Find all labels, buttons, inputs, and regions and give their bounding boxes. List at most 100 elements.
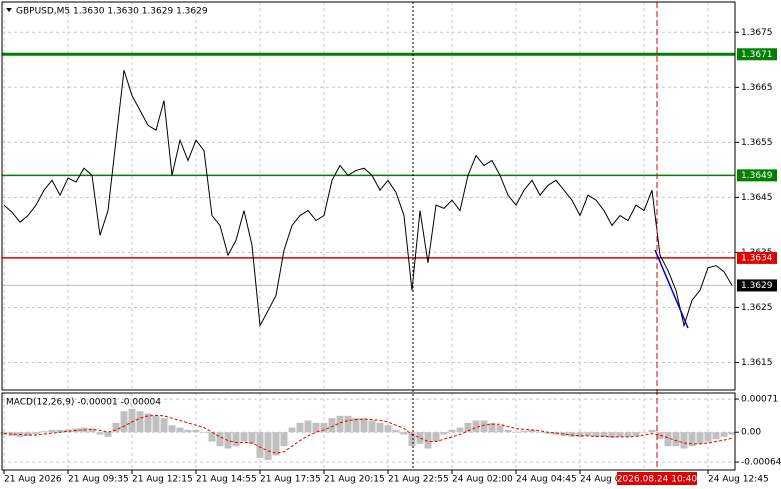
macd-bar (240, 432, 248, 442)
macd-bar (656, 432, 664, 440)
current-price-label: 1.3629 (741, 281, 773, 291)
macd-bar (680, 432, 688, 449)
macd-bar (696, 432, 704, 444)
chart-title: GBPUSD,M5 1.3630 1.3630 1.3629 1.3629 (16, 7, 208, 17)
macd-bar (344, 415, 352, 433)
macd-bar (712, 432, 720, 440)
macd-bar (480, 420, 488, 433)
macd-bar (520, 430, 528, 433)
macd-bar (432, 432, 440, 442)
macd-bar (352, 418, 360, 433)
y-tick-label: 0.00 (741, 428, 761, 438)
macd-bar (120, 411, 128, 433)
macd-bar (608, 432, 616, 438)
macd-bar (648, 429, 656, 433)
x-tick-label: 21 Aug 2026 (4, 475, 62, 485)
macd-bar (528, 429, 536, 433)
dropdown-icon[interactable] (6, 8, 12, 12)
macd-bar (728, 432, 736, 435)
macd-bar (624, 432, 632, 437)
macd-bar (544, 432, 552, 434)
y-tick-label: 0.00071 (741, 395, 778, 405)
level-box (737, 251, 777, 264)
macd-bar (88, 428, 96, 433)
x-tick-label: 21 Aug 09:35 (68, 475, 129, 485)
macd-bar (584, 432, 592, 436)
macd-bar (704, 432, 712, 442)
macd-bar (360, 418, 368, 433)
macd-bar (136, 411, 144, 433)
y-tick-label: -0.00064 (741, 458, 781, 468)
macd-bar (640, 432, 648, 433)
macd-bar (272, 432, 280, 456)
x-tick-label: 21 Aug 22:55 (388, 475, 449, 485)
macd-bar (416, 432, 424, 444)
macd-bar (208, 432, 216, 442)
level-label: 1.3671 (741, 50, 773, 60)
x-tick-label: 21 Aug 14:55 (196, 475, 257, 485)
y-tick-label: 1.3615 (741, 358, 773, 368)
current-price-box (737, 279, 777, 292)
macd-bar (368, 420, 376, 433)
y-tick-label: 1.3625 (741, 303, 773, 313)
macd-bar (336, 415, 344, 433)
macd-bar (192, 429, 200, 433)
macd-bar (24, 432, 32, 436)
macd-bar (464, 422, 472, 433)
main-frame (1, 1, 736, 391)
macd-bar (504, 429, 512, 433)
macd-bar (216, 432, 224, 447)
macd-bar (672, 432, 680, 447)
macd-bar (400, 432, 408, 435)
level-label: 1.3634 (741, 253, 773, 263)
macd-bar (664, 432, 672, 447)
trend-line (654, 249, 689, 329)
x-tick-label: 21 Aug 12:15 (132, 475, 193, 485)
macd-bar (200, 432, 208, 433)
label-layer: 1.36151.36251.36351.36451.36551.36651.36… (4, 28, 781, 485)
macd-bar (440, 432, 448, 435)
macd-bar (48, 429, 56, 433)
macd-bar (264, 432, 272, 461)
macd-bar (104, 432, 112, 437)
macd-bar (64, 429, 72, 433)
y-tick-label: 1.3655 (741, 138, 773, 148)
macd-bar (144, 413, 152, 433)
macd-bar (448, 429, 456, 433)
macd-bar (56, 429, 64, 433)
macd-bar (232, 432, 240, 447)
macd-bar (0, 432, 8, 435)
macd-bar (536, 432, 544, 433)
macd-bar (384, 425, 392, 433)
macd-bar (112, 422, 120, 433)
level-box (737, 169, 777, 182)
x-tick-label: 24 Aug 04:45 (516, 475, 577, 485)
macd-bar (488, 422, 496, 433)
x-tick-label: 21 Aug 20:15 (324, 475, 385, 485)
macd-bar (496, 425, 504, 433)
x-tick-label: 24 Aug 12:45 (708, 475, 769, 485)
macd-bar (688, 432, 696, 447)
macd-bar (152, 415, 160, 433)
macd-bar (472, 420, 480, 433)
macd-bar (8, 432, 16, 436)
x-tick-label: 21 Aug 17:35 (260, 475, 321, 485)
data-layer (0, 52, 736, 461)
macd-bar (376, 422, 384, 433)
macd-bar (256, 432, 264, 458)
macd-bar (408, 432, 416, 447)
cursor-label-box (617, 472, 697, 485)
macd-bar (176, 427, 184, 433)
macd-bar (288, 427, 296, 433)
macd-bar (296, 422, 304, 433)
macd-bar (312, 422, 320, 433)
macd-bar (40, 431, 48, 433)
x-tick-label: 24 Aug 0 (580, 475, 621, 485)
macd-bar (592, 432, 600, 437)
macd-bar (424, 432, 432, 449)
level-box (737, 48, 777, 61)
series-line (3, 70, 733, 328)
y-tick-label: 1.3665 (741, 83, 773, 93)
